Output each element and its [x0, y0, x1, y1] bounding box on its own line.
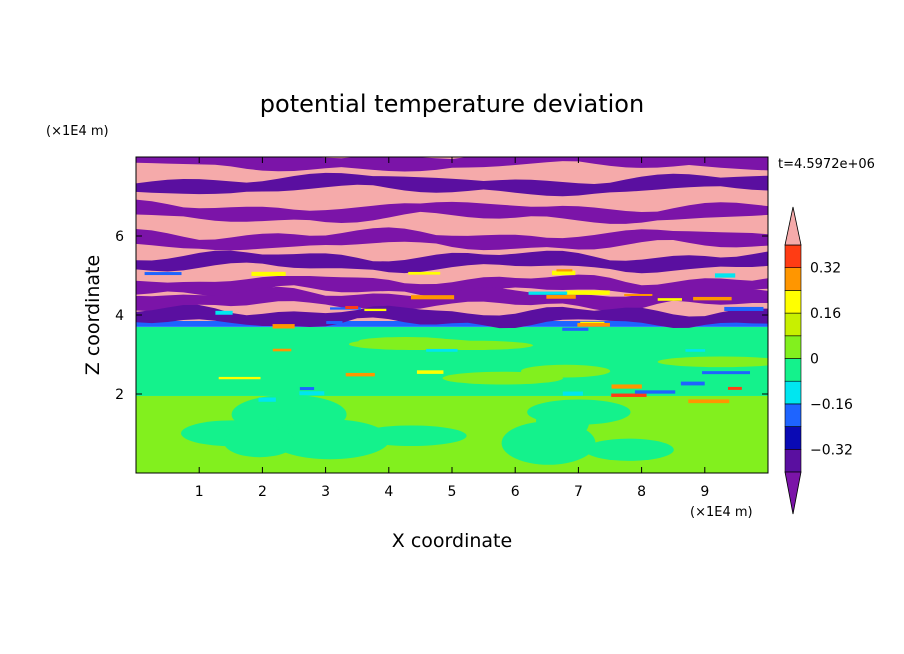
contour-streak [272, 348, 292, 352]
contour-streak [577, 322, 610, 327]
contour-streak [410, 295, 455, 300]
contour-streak [562, 391, 583, 396]
contour-streak [657, 298, 682, 301]
contour-streak [680, 381, 705, 386]
y-tick-label: 6 [115, 229, 124, 245]
contour-band [136, 227, 768, 251]
y-axis-unit: (×1E4 m) [46, 124, 109, 139]
colorbar-swatch [784, 358, 802, 382]
x-tick-label: 7 [574, 484, 583, 500]
x-axis-label: X coordinate [392, 530, 512, 552]
contour-band [136, 274, 768, 298]
contour-streak [611, 393, 647, 397]
contour-streak [693, 296, 732, 301]
contour-patch [527, 399, 631, 425]
contour-streak [724, 306, 764, 311]
contour-band [136, 250, 768, 274]
contour-streak [258, 397, 276, 402]
contour-streak [272, 324, 295, 329]
colorbar-swatch [784, 267, 802, 291]
contour-streak [685, 349, 706, 352]
contour-layer [136, 320, 768, 327]
contour-streak [727, 386, 742, 390]
contour-patch [270, 419, 390, 460]
contour-patch [520, 364, 611, 378]
contour-streak [299, 391, 325, 396]
colorbar-swatch [784, 426, 802, 450]
colorbar: 0.32 0.16 0 −0.16 −0.32 [784, 206, 853, 515]
colorbar-tick-label: 0 [810, 352, 819, 368]
colorbar-swatch [784, 448, 802, 473]
contour-streak [326, 321, 343, 324]
colorbar-swatch [784, 380, 802, 405]
x-tick-label: 2 [258, 484, 267, 500]
contour-streak [345, 306, 359, 310]
colorbar-tick-label: 0.32 [810, 261, 841, 277]
y-axis-label: Z coordinate [82, 255, 104, 375]
colorbar-swatch [784, 403, 802, 427]
colorbar-min-arrow [784, 471, 802, 515]
contour-streak [215, 310, 233, 315]
contour-streak [299, 387, 315, 391]
time-label: t=4.5972e+06 [778, 157, 875, 172]
contour-patch [358, 336, 453, 346]
x-tick-label: 1 [195, 484, 204, 500]
contour-streak [251, 271, 286, 276]
colorbar-swatch [784, 335, 802, 359]
contour-streak [416, 370, 444, 374]
contour-streak [688, 399, 730, 404]
y-tick-label: 4 [115, 308, 124, 324]
contour-streak [546, 295, 576, 299]
contour-streak [634, 390, 676, 394]
contour-streak [528, 291, 568, 295]
x-tick-label: 6 [511, 484, 520, 500]
contour-patch [356, 425, 467, 447]
contour-band [136, 199, 768, 224]
contour-band [136, 172, 768, 197]
contour-streak [702, 371, 751, 375]
colorbar-tick-label: −0.16 [810, 397, 853, 413]
x-axis-unit: (×1E4 m) [690, 505, 753, 520]
contour-band [136, 305, 768, 329]
contour-patch [584, 438, 674, 461]
contour-streak [426, 348, 458, 352]
contour-streak [218, 376, 261, 380]
contour-streak [408, 271, 441, 275]
contour-band [136, 157, 768, 172]
colorbar-max-arrow [784, 206, 802, 246]
x-tick-label: 9 [700, 484, 709, 500]
contour-streak [714, 273, 736, 278]
colorbar-swatch [784, 290, 802, 314]
contour-streak [624, 293, 653, 296]
x-axis: 1 2 3 4 5 6 7 8 9 [195, 157, 709, 500]
contour-patch [657, 356, 768, 368]
x-tick-label: 3 [321, 484, 330, 500]
x-tick-label: 4 [384, 484, 393, 500]
colorbar-swatch [784, 312, 802, 337]
contour-streak [364, 308, 387, 312]
contour-streak [345, 372, 375, 377]
chart-title: potential temperature deviation [260, 90, 644, 118]
contour-streak [551, 270, 576, 276]
contour-streak [611, 384, 642, 389]
contour-patch [224, 427, 296, 458]
colorbar-swatch [784, 244, 802, 269]
colorbar-tick-label: 0.16 [810, 306, 841, 322]
contour-streak [144, 272, 182, 276]
x-tick-label: 8 [637, 484, 646, 500]
y-axis: 2 4 6 [115, 229, 768, 403]
y-tick-label: 2 [115, 387, 124, 403]
contour-field [136, 157, 768, 473]
contour-streak [565, 290, 610, 295]
contour-streak [556, 269, 573, 272]
contour-streak [562, 327, 589, 331]
colorbar-tick-label: −0.32 [810, 442, 853, 458]
x-tick-label: 5 [448, 484, 457, 500]
